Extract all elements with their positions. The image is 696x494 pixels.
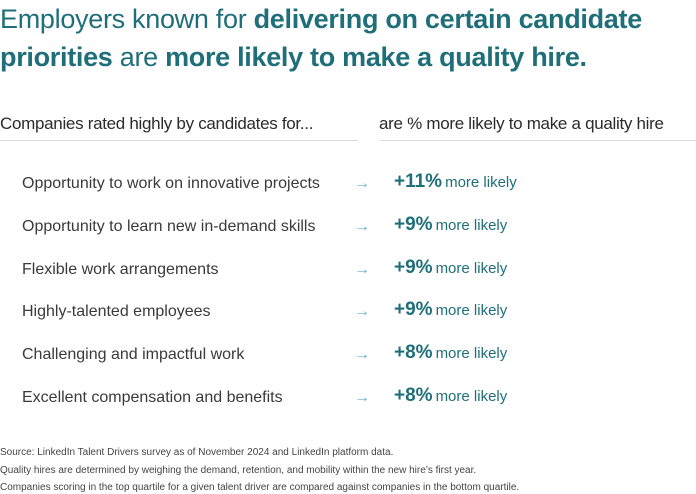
table-row: Excellent compensation and benefits → +8% m…: [0, 385, 696, 415]
headline-part: more likely to make a quality hire.: [165, 42, 587, 72]
headline-part: are: [112, 42, 166, 72]
likelihood-value: +9% more likely: [394, 214, 507, 236]
percent-value: +11%: [394, 171, 443, 192]
headline-part: delivering on certain candidate prioriti…: [0, 4, 642, 72]
footnote-methodology: Companies scoring in the top quartile fo…: [0, 482, 520, 493]
table-row: Highly-talented employees → +9% more likely: [0, 299, 696, 329]
percent-value: +9%: [394, 256, 433, 278]
percent-suffix: more likely: [445, 174, 517, 191]
footnote-quality-hire: Quality hires are determined by weighing…: [0, 465, 477, 476]
header-divider: [0, 140, 358, 141]
arrow-right-icon: →: [354, 303, 370, 321]
likelihood-value: +8% more likely: [394, 342, 507, 364]
percent-suffix: more likely: [435, 302, 508, 320]
driver-label: Opportunity to work on innovative projec…: [22, 175, 320, 192]
likelihood-value: +11% more likely: [394, 171, 517, 193]
table-row: Opportunity to work on innovative projec…: [0, 171, 696, 201]
driver-label: Challenging and impactful work: [22, 346, 245, 364]
likelihood-value: +9% more likely: [394, 299, 507, 321]
percent-suffix: more likely: [435, 345, 508, 363]
likelihood-value: +9% more likely: [394, 257, 507, 279]
arrow-right-icon: →: [354, 389, 370, 406]
likelihood-value: +8% more likely: [394, 385, 507, 407]
arrow-right-icon: →: [354, 217, 370, 235]
driver-label: Flexible work arrangements: [22, 260, 219, 278]
driver-label: Highly-talented employees: [22, 303, 211, 321]
percent-suffix: more likely: [435, 259, 508, 277]
percent-value: +9%: [394, 299, 433, 321]
arrow-right-icon: →: [354, 346, 370, 364]
column-header-left: Companies rated highly by candidates for…: [0, 114, 314, 133]
percent-value: +8%: [394, 385, 433, 406]
headline: Employers known for delivering on certai…: [0, 0, 696, 76]
percent-suffix: more likely: [435, 216, 508, 234]
table-row: Flexible work arrangements → +9% more likel…: [0, 257, 696, 287]
arrow-right-icon: →: [354, 175, 370, 192]
percent-value: +8%: [394, 342, 433, 364]
driver-label: Opportunity to learn new in-demand skill…: [22, 217, 316, 235]
driver-label: Excellent compensation and benefits: [22, 389, 283, 406]
header-divider: [380, 140, 696, 141]
footnote-source: Source: LinkedIn Talent Drivers survey a…: [0, 447, 394, 458]
percent-suffix: more likely: [435, 388, 508, 405]
arrow-right-icon: →: [354, 260, 370, 278]
percent-value: +9%: [394, 213, 433, 235]
column-header-right: are % more likely to make a quality hire: [379, 114, 664, 133]
table-row: Challenging and impactful work → +8% more l…: [0, 342, 696, 372]
table-row: Opportunity to learn new in-demand skill…: [0, 214, 696, 244]
headline-part: Employers known for: [0, 4, 254, 34]
